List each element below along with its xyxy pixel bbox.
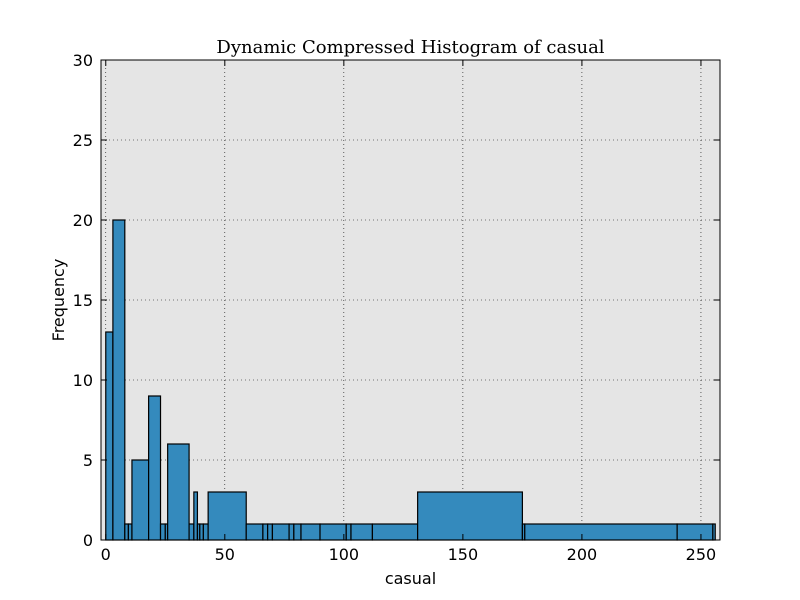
ticks: 0 50 100 150 200 250 0 5 10 15 20 25 30 (73, 51, 720, 564)
histogram-bar-23 (345, 523, 352, 541)
y-tick-label-6: 30 (73, 51, 93, 70)
histogram-bar-15 (245, 523, 264, 541)
histogram-bar-1 (112, 219, 126, 541)
histogram-bar-30 (712, 523, 716, 541)
y-tick-label-2: 10 (73, 371, 93, 390)
x-tick-label-1: 50 (215, 545, 235, 564)
histogram-bar-20 (293, 523, 302, 541)
histogram-bar-26 (417, 491, 523, 541)
histogram-bar-14 (207, 491, 247, 541)
histogram-bar-19 (288, 523, 295, 541)
bars (105, 219, 716, 541)
x-axis-label: casual (385, 569, 436, 588)
histogram-bar-16 (262, 523, 269, 541)
x-tick-label-5: 250 (686, 545, 717, 564)
histogram-bar-25 (371, 523, 419, 541)
histogram-bar-28 (524, 523, 678, 541)
histogram-bar-21 (300, 523, 321, 541)
histogram-bar-8 (167, 443, 190, 541)
x-tick-label-0: 0 (101, 545, 111, 564)
histogram-bar-5 (148, 395, 162, 541)
histogram-bar-22 (319, 523, 347, 541)
y-axis-label: Frequency (49, 259, 68, 342)
y-tick-label-0: 0 (83, 531, 93, 550)
x-tick-label-3: 150 (448, 545, 479, 564)
histogram-bar-9 (188, 523, 195, 541)
y-tick-label-4: 20 (73, 211, 93, 230)
y-tick-label-3: 15 (73, 291, 93, 310)
y-tick-label-1: 5 (83, 451, 93, 470)
histogram-bar-29 (676, 523, 714, 541)
plot-area (101, 60, 720, 540)
chart-title: Dynamic Compressed Histogram of casual (216, 37, 604, 58)
histogram-bar-6 (159, 523, 166, 541)
histogram-bar-4 (131, 459, 150, 541)
histogram-bar-0 (105, 331, 114, 541)
histogram-bar-17 (267, 523, 274, 541)
histogram-bar-18 (271, 523, 290, 541)
x-tick-label-4: 200 (567, 545, 598, 564)
histogram-bar-24 (350, 523, 374, 541)
x-tick-label-2: 100 (329, 545, 360, 564)
y-tick-label-5: 25 (73, 131, 93, 150)
histogram-bar-13 (202, 523, 209, 541)
